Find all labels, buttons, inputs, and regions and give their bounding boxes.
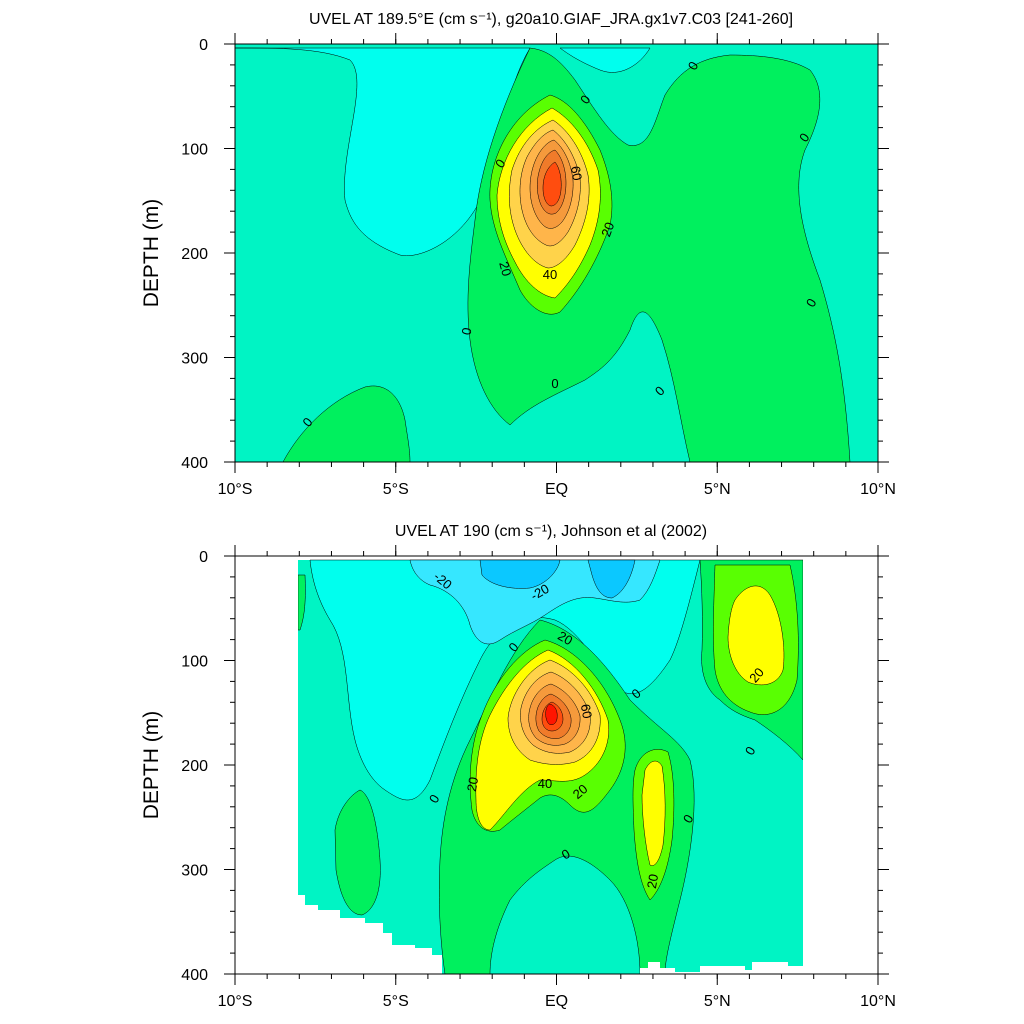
y-tick-label: 300 (181, 351, 208, 368)
fill-plus90 (545, 703, 558, 726)
contour-label: 20 (598, 220, 617, 239)
x-tick-label: 10°S (218, 481, 253, 498)
fill-negative-region (309, 559, 701, 801)
x-tick-label: 10°N (860, 993, 896, 1010)
x-tick-label: EQ (545, 481, 568, 498)
fill-plus30-right (727, 585, 785, 686)
contour-fill-model (235, 44, 878, 462)
missing-data-mask-left (235, 556, 442, 974)
fill-minus30-right (587, 559, 636, 599)
contour-label: 20 (644, 873, 661, 890)
contour-fill-observed (235, 556, 878, 974)
x-tick-label: 5°S (383, 993, 409, 1010)
contour-label: 40 (538, 776, 552, 791)
contour-label: 60 (578, 703, 595, 720)
panel-model: UVEL AT 189.5°E (cm s⁻¹), g20a10.GIAF_JR… (140, 11, 896, 498)
contour-label: 40 (543, 267, 557, 282)
y-tick-label: 200 (181, 246, 208, 263)
chart-title-model: UVEL AT 189.5°E (cm s⁻¹), g20a10.GIAF_JR… (309, 11, 793, 28)
fill-plus10-lower-left (282, 385, 411, 462)
y-axis-label-observed: DEPTH (m) (140, 711, 163, 820)
y-tick-label: 400 (181, 455, 208, 472)
y-axis-label-model: DEPTH (m) (140, 199, 163, 308)
y-tick-label: 300 (181, 863, 208, 880)
x-tick-label: 5°N (704, 481, 731, 498)
y-tick-label: 100 (181, 654, 208, 671)
missing-data-mask-right (640, 556, 878, 974)
y-tick-label: 0 (199, 37, 208, 54)
axis-ticks-observed (224, 545, 889, 985)
fill-plus10-left-edge (297, 574, 306, 631)
contour-label: 0 (551, 376, 558, 391)
panel-observed: UVEL AT 190 (cm s⁻¹), Johnson et al (200… (140, 523, 896, 1010)
fill-plus10-left-patch (334, 789, 381, 916)
contour-label: 20 (496, 260, 514, 278)
y-tick-label: 0 (199, 549, 208, 566)
fill-minus30-left (479, 559, 561, 589)
axis-ticks-model (224, 33, 889, 473)
contour-label: 20 (555, 628, 575, 648)
x-tick-label: EQ (545, 993, 568, 1010)
contour-label: 20 (464, 776, 481, 793)
x-tick-label: 10°N (860, 481, 896, 498)
x-tick-label: 5°N (704, 993, 731, 1010)
fill-plus80 (542, 161, 562, 207)
y-tick-label: 400 (181, 967, 208, 984)
x-tick-label: 10°S (218, 993, 253, 1010)
chart-title-observed: UVEL AT 190 (cm s⁻¹), Johnson et al (200… (395, 523, 707, 540)
x-tick-label: 5°S (383, 481, 409, 498)
y-tick-label: 100 (181, 142, 208, 159)
contour-label: 0 (459, 326, 475, 336)
fill-plus30-stripe (641, 760, 666, 866)
y-tick-label: 200 (181, 758, 208, 775)
contour-label: 60 (568, 165, 585, 182)
